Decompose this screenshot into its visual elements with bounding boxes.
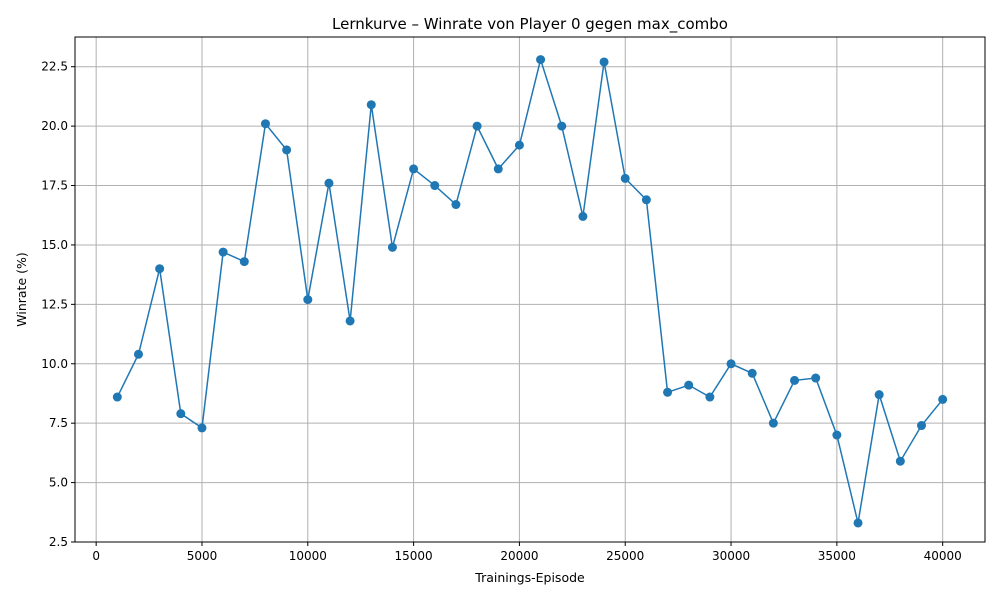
- data-point: [303, 295, 313, 305]
- data-point: [747, 368, 757, 378]
- data-point: [493, 164, 503, 174]
- data-point: [726, 359, 736, 369]
- y-tick-label: 17.5: [41, 179, 68, 193]
- y-tick-label: 12.5: [41, 297, 68, 311]
- y-tick-label: 5.0: [49, 476, 68, 490]
- data-point: [197, 423, 207, 433]
- data-point: [239, 257, 249, 267]
- y-tick-label: 20.0: [41, 119, 68, 133]
- x-tick-label: 30000: [712, 549, 750, 563]
- x-tick-label: 40000: [924, 549, 962, 563]
- y-tick-label: 10.0: [41, 357, 68, 371]
- data-point: [112, 392, 122, 402]
- data-point: [282, 145, 292, 155]
- data-point: [557, 121, 567, 131]
- data-point: [366, 100, 376, 110]
- series-line-layer: [116, 56, 944, 524]
- plot-frame: [74, 36, 986, 543]
- data-point: [811, 373, 821, 383]
- data-point: [768, 418, 778, 428]
- x-tick-label: 25000: [606, 549, 644, 563]
- x-tick-label: 15000: [395, 549, 433, 563]
- data-point: [832, 430, 842, 440]
- data-point: [514, 140, 524, 150]
- y-tick-label: 2.5: [49, 535, 68, 549]
- x-tick-label: 0: [92, 549, 100, 563]
- data-point: [536, 55, 546, 65]
- y-tick-label: 22.5: [41, 60, 68, 74]
- data-point: [451, 200, 461, 210]
- data-point: [578, 211, 588, 221]
- data-point: [874, 390, 884, 400]
- x-axis-label: Trainings-Episode: [474, 570, 585, 585]
- data-point: [599, 57, 609, 67]
- grid: [75, 37, 985, 543]
- data-point: [790, 375, 800, 385]
- data-point: [430, 181, 440, 191]
- data-point: [472, 121, 482, 131]
- data-point: [620, 173, 630, 183]
- data-point: [705, 392, 715, 402]
- y-tick-label: 15.0: [41, 238, 68, 252]
- data-point: [684, 380, 694, 390]
- x-axis: 0 5000 10000 15000 20000 25000 30000 35000 40000: [92, 542, 962, 563]
- data-point: [345, 316, 355, 326]
- data-point: [218, 247, 228, 257]
- data-point: [324, 178, 334, 188]
- data-point: [663, 387, 673, 397]
- data-point: [895, 456, 905, 466]
- y-axis: 2.5 5.0 7.5 10.0 12.5 15.0 17.5 20.0 22.5: [41, 60, 75, 549]
- data-point: [133, 349, 143, 359]
- data-point: [641, 195, 651, 205]
- x-tick-label: 35000: [818, 549, 856, 563]
- x-tick-label: 10000: [289, 549, 327, 563]
- y-tick-label: 7.5: [49, 416, 68, 430]
- data-point: [387, 242, 397, 252]
- data-point: [938, 394, 948, 404]
- data-point: [917, 421, 927, 431]
- data-points: [112, 55, 948, 528]
- data-point: [853, 518, 863, 528]
- series-line: [116, 56, 944, 524]
- y-axis-label: Winrate (%): [14, 252, 29, 326]
- data-point: [409, 164, 419, 174]
- x-tick-label: 20000: [500, 549, 538, 563]
- data-point: [260, 119, 270, 129]
- chart-title: Lernkurve – Winrate von Player 0 gegen m…: [332, 15, 728, 34]
- data-point: [155, 264, 165, 274]
- data-point: [176, 409, 186, 419]
- x-tick-label: 5000: [187, 549, 218, 563]
